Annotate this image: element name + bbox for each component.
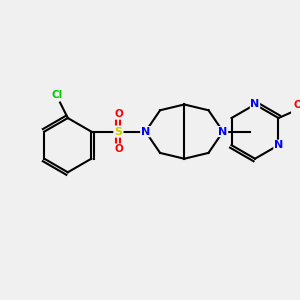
Text: N: N xyxy=(218,127,228,136)
Text: O: O xyxy=(114,109,123,119)
Text: N: N xyxy=(141,127,150,136)
Text: N: N xyxy=(274,140,283,150)
Text: Cl: Cl xyxy=(52,90,63,100)
Text: O: O xyxy=(293,100,300,110)
Text: N: N xyxy=(141,127,150,136)
Text: O: O xyxy=(114,144,123,154)
Text: S: S xyxy=(114,127,122,136)
Text: N: N xyxy=(250,100,260,110)
